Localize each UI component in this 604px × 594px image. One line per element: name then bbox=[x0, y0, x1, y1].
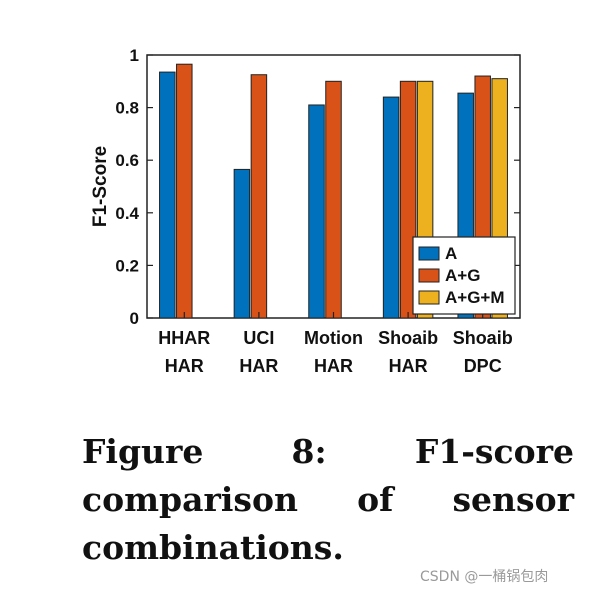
x-tick-label: Motion bbox=[304, 328, 363, 348]
bar-a-g-1 bbox=[250, 74, 268, 319]
legend-swatch-a-g-m bbox=[418, 290, 440, 305]
x-tick-label: HAR bbox=[314, 356, 353, 376]
watermark: CSDN @一桶锅包肉 bbox=[420, 569, 549, 585]
y-tick-label: 0.4 bbox=[115, 204, 139, 223]
bar-a-1 bbox=[233, 168, 251, 319]
x-tick-label: UCI bbox=[243, 328, 274, 348]
legend-swatch-a-g bbox=[418, 268, 440, 283]
figure-caption: Figure 8: F1-score comparison of sensor … bbox=[82, 432, 574, 567]
y-tick-label: 0 bbox=[130, 309, 139, 328]
bar-a-g-2 bbox=[325, 80, 342, 319]
x-tick-label: HAR bbox=[389, 356, 428, 376]
y-tick-label: 1 bbox=[130, 46, 139, 65]
x-tick-label: DPC bbox=[464, 356, 502, 376]
bar-chart: 0 0.2 0.4 0.6 0.8 1 F1-Score HHAR HAR UCI HAR Motio… bbox=[90, 46, 521, 376]
y-tick-label: 0.2 bbox=[115, 256, 139, 275]
legend-label-a: A bbox=[445, 244, 457, 263]
x-tick-label: Shoaib bbox=[378, 328, 438, 348]
y-tick-label: 0.6 bbox=[115, 151, 139, 170]
bar-a-3 bbox=[382, 96, 400, 319]
bar-a-g-0 bbox=[176, 63, 193, 319]
x-tick-label: HAR bbox=[239, 356, 278, 376]
x-tick-label: HHAR bbox=[158, 328, 210, 348]
plot-area: 0 0.2 0.4 0.6 0.8 1 F1-Score HHAR HAR UCI HAR Motio… bbox=[90, 46, 521, 376]
legend-swatch-a bbox=[418, 246, 440, 261]
y-axis-label: F1-Score bbox=[90, 146, 111, 227]
x-tick-label: HAR bbox=[165, 356, 204, 376]
legend-label-a-g-m: A+G+M bbox=[445, 288, 505, 307]
legend-label-a-g: A+G bbox=[445, 266, 480, 285]
x-tick-label: Shoaib bbox=[453, 328, 513, 348]
y-tick-label: 0.8 bbox=[115, 99, 139, 118]
bar-a-2 bbox=[308, 104, 325, 319]
bar-a-0 bbox=[159, 71, 176, 319]
